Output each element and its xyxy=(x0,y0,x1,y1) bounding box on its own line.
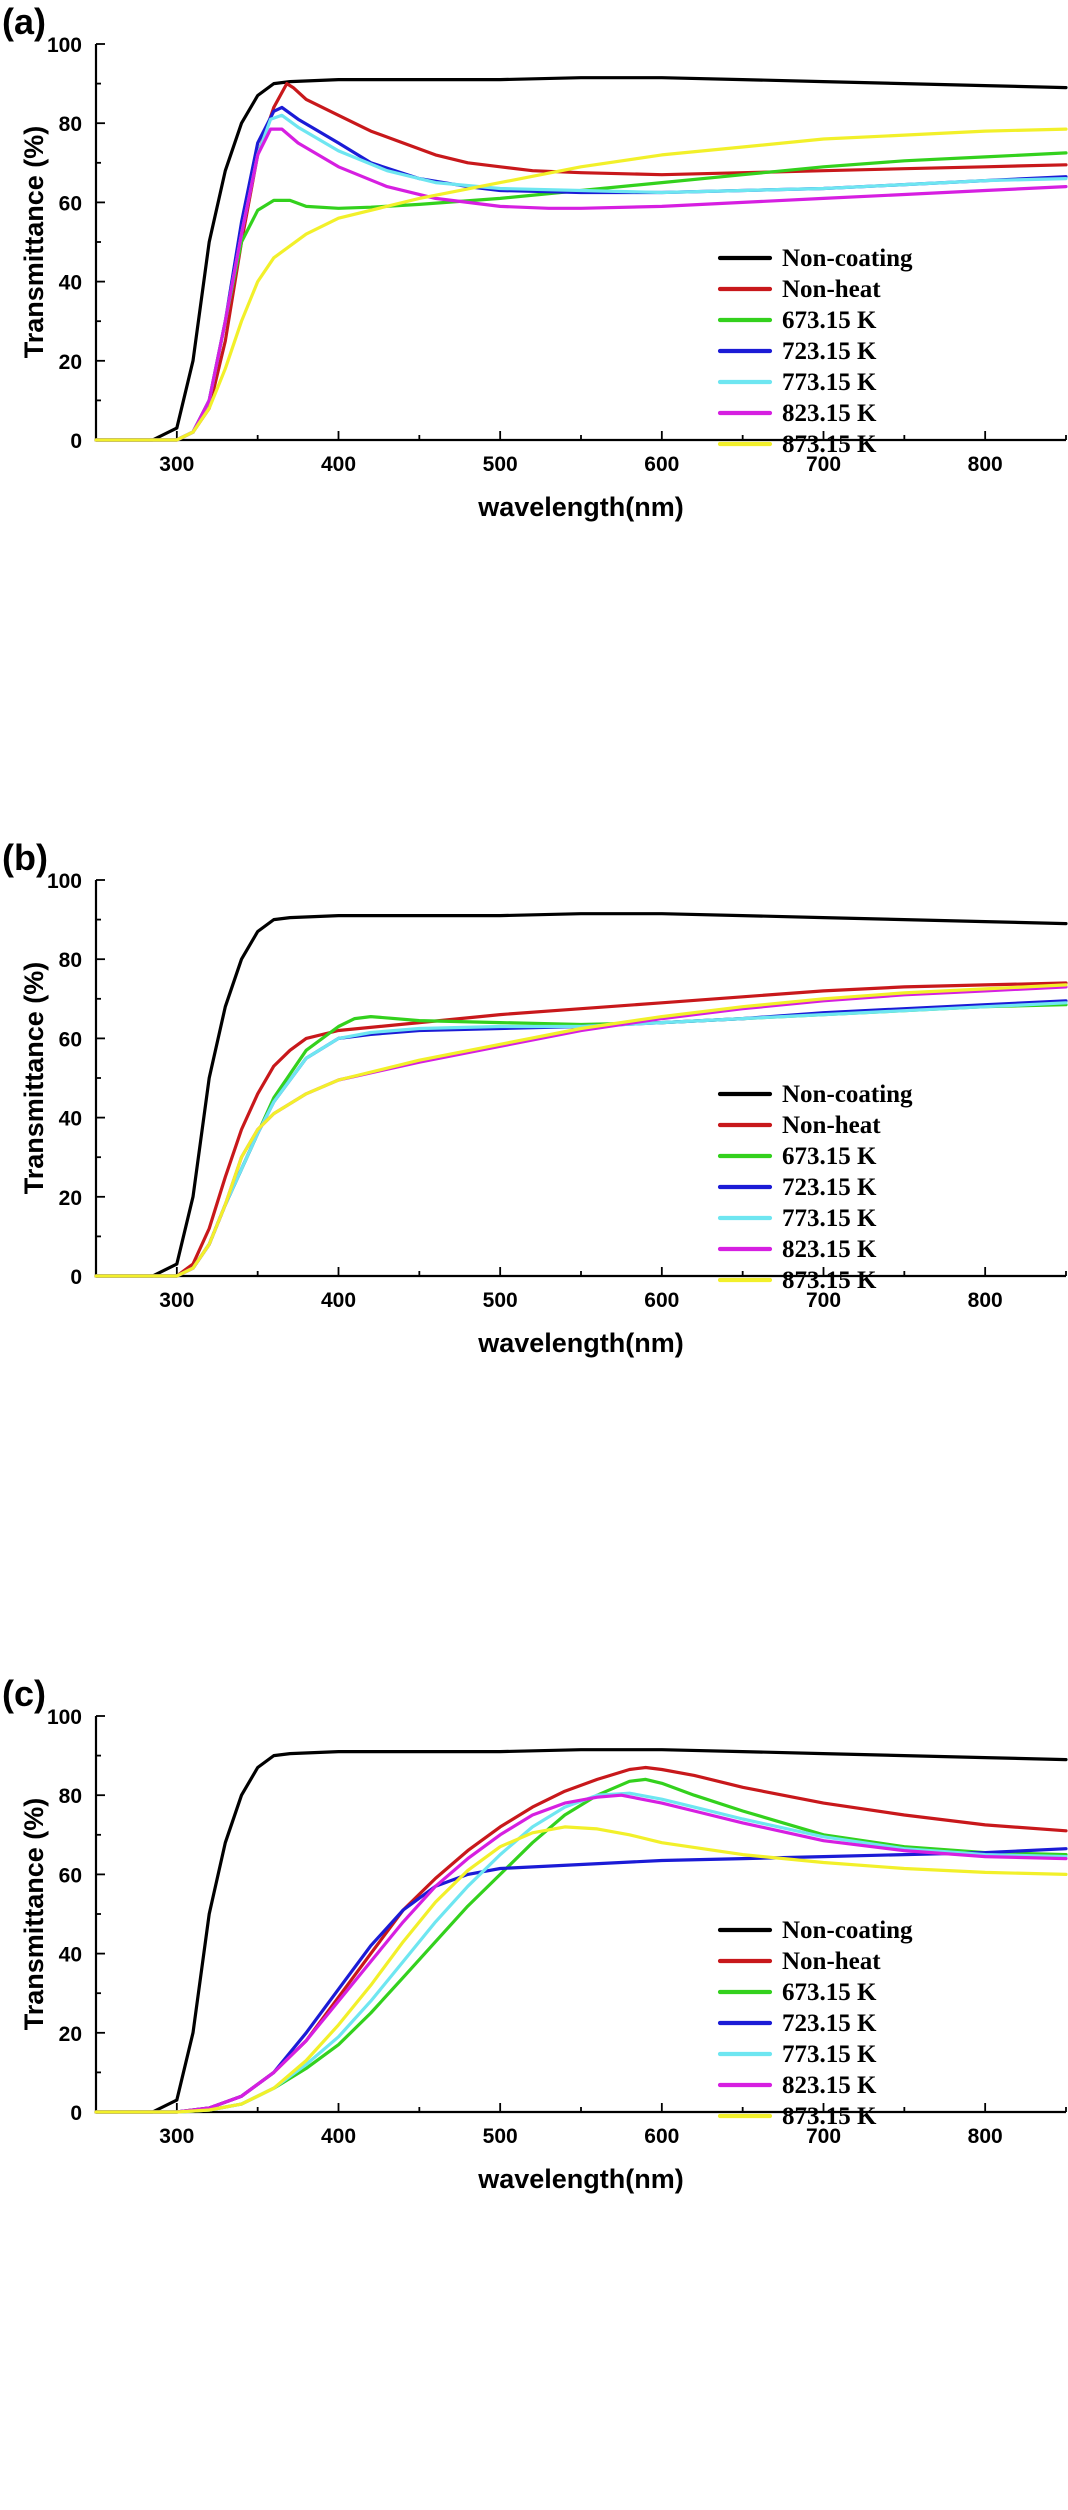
legend-label: 823.15 K xyxy=(782,2072,877,2099)
legend-label: 723.15 K xyxy=(782,1174,877,1201)
panel-label: (c) xyxy=(2,1673,46,1714)
x-axis-title: wavelength(nm) xyxy=(477,2164,684,2194)
x-tick-label: 800 xyxy=(968,1289,1003,1312)
x-tick-label: 500 xyxy=(483,1289,518,1312)
y-tick-label: 0 xyxy=(70,430,82,453)
x-axis-title: wavelength(nm) xyxy=(477,492,684,522)
series-line-1 xyxy=(94,981,1068,1278)
legend-label: Non-coating xyxy=(782,245,913,272)
x-tick-label: 300 xyxy=(159,1289,194,1312)
y-tick-label: 80 xyxy=(59,1785,82,1808)
y-tick-label: 40 xyxy=(59,272,82,295)
x-tick-label: 700 xyxy=(806,453,841,476)
x-tick-label: 300 xyxy=(159,453,194,476)
series-line-3 xyxy=(94,105,1068,442)
x-tick-label: 600 xyxy=(644,453,679,476)
legend-label: 873.15 K xyxy=(782,431,877,458)
series-line-3 xyxy=(94,999,1068,1278)
series-line-5 xyxy=(94,1793,1068,2114)
legend-label: 873.15 K xyxy=(782,1267,877,1294)
axes-frame xyxy=(94,880,1066,1278)
legend-label: 723.15 K xyxy=(782,338,877,365)
series-line-4 xyxy=(94,113,1068,442)
legend-label: Non-heat xyxy=(782,1112,881,1139)
y-tick-label: 80 xyxy=(59,949,82,972)
x-tick-label: 400 xyxy=(321,453,356,476)
legend-label: 723.15 K xyxy=(782,2010,877,2037)
series-line-0 xyxy=(94,76,1068,442)
series-line-6 xyxy=(94,1825,1068,2114)
legend-label: Non-coating xyxy=(782,1917,913,1944)
x-tick-label: 800 xyxy=(968,2125,1003,2148)
y-axis-title: Transmittance (%) xyxy=(19,126,49,359)
x-tick-label: 400 xyxy=(321,1289,356,1312)
y-tick-label: 40 xyxy=(59,1944,82,1967)
y-tick-label: 100 xyxy=(47,870,82,893)
x-tick-label: 700 xyxy=(806,1289,841,1312)
legend-label: 823.15 K xyxy=(782,400,877,427)
y-tick-label: 20 xyxy=(59,351,82,374)
legend-label: Non-heat xyxy=(782,1948,881,1975)
chart-panel-1: (b) 0 20 40 60 80 100 300 400 500 600 700 800 wavelen… xyxy=(2,837,1068,1358)
y-tick-label: 20 xyxy=(59,1187,82,1210)
y-tick-label: 0 xyxy=(70,2102,82,2125)
series-line-4 xyxy=(94,1791,1068,2114)
legend-label: Non-heat xyxy=(782,276,881,303)
series-line-0 xyxy=(94,1748,1068,2114)
panel-label: (b) xyxy=(2,837,48,878)
y-tick-label: 20 xyxy=(59,2023,82,2046)
legend-label: 673.15 K xyxy=(782,1143,877,1170)
legend-label: 873.15 K xyxy=(782,2103,877,2130)
x-tick-label: 400 xyxy=(321,2125,356,2148)
y-tick-label: 100 xyxy=(47,1706,82,1729)
series-line-2 xyxy=(94,151,1068,442)
legend-label: 773.15 K xyxy=(782,2041,877,2068)
y-axis-title: Transmittance (%) xyxy=(19,962,49,1195)
y-tick-label: 40 xyxy=(59,1108,82,1131)
x-tick-label: 800 xyxy=(968,453,1003,476)
legend-label: 673.15 K xyxy=(782,307,877,334)
y-tick-label: 60 xyxy=(59,1864,82,1887)
legend-label: 823.15 K xyxy=(782,1236,877,1263)
y-tick-label: 0 xyxy=(70,1266,82,1289)
x-tick-label: 600 xyxy=(644,2125,679,2148)
legend-label: 673.15 K xyxy=(782,1979,877,2006)
chart-panel-2: (c) 0 20 40 60 80 100 300 400 500 600 700 800 wavelen… xyxy=(2,1673,1068,2194)
panel-label: (a) xyxy=(2,1,46,42)
chart-panel-0: (a) 0 20 40 60 80 100 300 400 500 600 700 800 wavelen… xyxy=(2,1,1068,522)
series-line-6 xyxy=(94,127,1068,442)
x-axis-title: wavelength(nm) xyxy=(477,1328,684,1358)
axes-frame xyxy=(94,1716,1066,2114)
x-tick-label: 600 xyxy=(644,1289,679,1312)
series-line-5 xyxy=(94,127,1068,442)
x-tick-label: 700 xyxy=(806,2125,841,2148)
legend-label: 773.15 K xyxy=(782,1205,877,1232)
series-line-2 xyxy=(94,1003,1068,1278)
legend-label: 773.15 K xyxy=(782,369,877,396)
series-line-6 xyxy=(94,983,1068,1278)
series-line-1 xyxy=(94,82,1068,442)
legend-label: Non-coating xyxy=(782,1081,913,1108)
y-tick-label: 80 xyxy=(59,113,82,136)
x-tick-label: 300 xyxy=(159,2125,194,2148)
y-axis-title: Transmittance (%) xyxy=(19,1798,49,2031)
series-line-4 xyxy=(94,1001,1068,1278)
x-tick-label: 500 xyxy=(483,2125,518,2148)
y-tick-label: 100 xyxy=(47,34,82,57)
series-line-3 xyxy=(94,1847,1068,2114)
y-tick-label: 60 xyxy=(59,192,82,215)
x-tick-label: 500 xyxy=(483,453,518,476)
series-line-1 xyxy=(94,1765,1068,2114)
y-tick-label: 60 xyxy=(59,1028,82,1051)
series-line-0 xyxy=(94,912,1068,1278)
